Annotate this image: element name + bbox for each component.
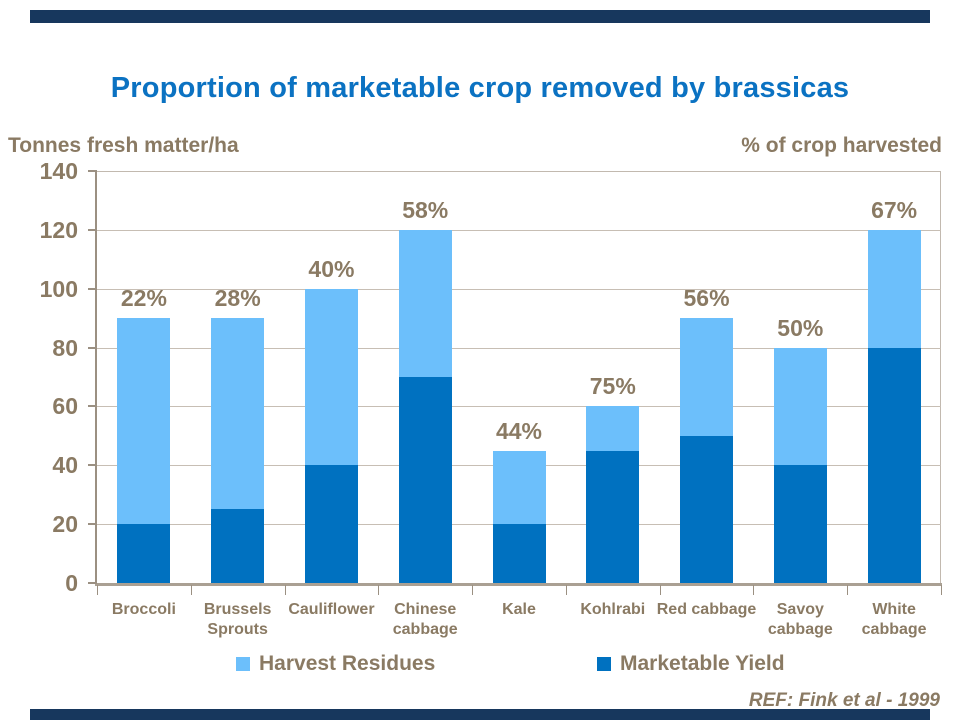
- bar-segment-marketable-yield: [304, 465, 358, 583]
- x-axis-tick: [97, 585, 98, 595]
- bar-percent-label: 28%: [214, 285, 261, 312]
- bar-percent-label: 44%: [495, 417, 543, 444]
- y-axis-tick: [88, 464, 97, 467]
- harvest-residues-swatch-icon: [236, 657, 250, 671]
- gridline: [97, 229, 941, 231]
- x-axis-tick: [190, 585, 192, 595]
- bar-percent-label: 22%: [120, 285, 167, 312]
- gridline: [97, 406, 941, 408]
- y-axis-tick: [88, 405, 97, 408]
- x-axis-category-label: Kohlrabi: [580, 601, 646, 618]
- y-axis-tick-label: 60: [52, 393, 78, 420]
- y-axis-tick-label: 20: [52, 511, 78, 538]
- top-accent-bar: [30, 10, 930, 23]
- x-axis-category-label: Red cabbage: [656, 601, 757, 618]
- x-axis-tick: [378, 585, 380, 595]
- x-axis-tick: [472, 585, 474, 595]
- x-axis-tick: [847, 585, 849, 595]
- bar-segment-marketable-yield: [773, 465, 827, 583]
- gridline: [97, 288, 941, 290]
- bar-percent-label: 56%: [683, 285, 730, 312]
- y-axis-tick-label: 140: [39, 158, 78, 184]
- y-axis-title: Tonnes fresh matter/ha: [8, 134, 239, 157]
- bar-segment-marketable-yield: [867, 347, 921, 583]
- y-axis-tick: [88, 287, 97, 290]
- bar-segment-harvest-residues: [117, 318, 171, 525]
- x-axis-line: [95, 583, 942, 586]
- x-axis-category-label: Chinese cabbage: [392, 601, 458, 638]
- bar-segment-harvest-residues: [492, 450, 546, 525]
- y-axis-tick-label: 100: [39, 275, 78, 302]
- page-title: Proportion of marketable crop removed by…: [110, 72, 850, 104]
- y-axis-tick-label: 120: [39, 216, 78, 243]
- bar-percent-label: 58%: [402, 196, 449, 223]
- y-axis-line: [95, 171, 97, 583]
- bar-percent-label: 75%: [589, 373, 636, 400]
- bar-segment-marketable-yield: [398, 377, 452, 583]
- bar-segment-harvest-residues: [398, 229, 452, 377]
- x-axis-tick: [284, 585, 286, 595]
- bar-segment-marketable-yield: [492, 524, 546, 583]
- marketable-yield-swatch-icon: [597, 657, 611, 671]
- bar-segment-marketable-yield: [211, 509, 265, 583]
- x-axis-tick: [753, 585, 755, 595]
- reference-note: REF: Fink et al - 1999: [748, 690, 940, 711]
- bar-segment-marketable-yield: [680, 435, 734, 583]
- bar-segment-marketable-yield: [586, 450, 640, 583]
- x-axis-category-label: Savoy cabbage: [767, 601, 833, 638]
- legend-label: Marketable Yield: [620, 652, 785, 675]
- legend-item-marketable-yield: Marketable Yield: [597, 652, 785, 676]
- plot-frame-top: [97, 171, 941, 172]
- legend-label: Harvest Residues: [259, 652, 436, 675]
- y-axis-tick: [88, 346, 97, 349]
- x-axis-category-label: Broccoli: [111, 601, 176, 618]
- bar-percent-label: 40%: [308, 255, 355, 282]
- plot-frame-right: [940, 171, 941, 583]
- y-axis-tick: [88, 228, 97, 231]
- y-axis-tick: [88, 582, 97, 584]
- chart-legend: Harvest Residues Marketable Yield: [0, 652, 960, 682]
- x-axis-tick: [659, 585, 661, 595]
- x-axis-category-label: Kale: [502, 601, 536, 618]
- x-axis-category-label: Cauliflower: [288, 601, 375, 618]
- bar-percent-label: 50%: [777, 314, 824, 341]
- y-axis-tick-label: 40: [52, 452, 78, 479]
- x-axis-category-label: Brussels Sprouts: [203, 601, 272, 638]
- bar-segment-harvest-residues: [586, 406, 640, 451]
- x-axis-tick: [941, 585, 942, 595]
- y-axis-tick: [88, 523, 97, 526]
- gridline: [97, 347, 941, 349]
- bar-segment-harvest-residues: [680, 318, 734, 436]
- bar-segment-marketable-yield: [117, 524, 171, 583]
- y-axis-tick-label: 0: [65, 570, 78, 596]
- bar-segment-harvest-residues: [867, 229, 921, 348]
- bar-segment-harvest-residues: [211, 318, 265, 510]
- x-axis-tick: [565, 585, 567, 595]
- secondary-axis-title: % of crop harvested: [741, 134, 942, 157]
- y-axis-tick-label: 80: [52, 334, 78, 361]
- bar-percent-label: 67%: [871, 196, 918, 223]
- x-axis-category-label: White cabbage: [861, 601, 927, 638]
- bottom-accent-bar: [30, 709, 930, 720]
- legend-item-harvest-residues: Harvest Residues: [236, 652, 435, 676]
- bar-segment-harvest-residues: [773, 347, 827, 466]
- bar-segment-harvest-residues: [304, 288, 358, 466]
- y-axis-tick: [88, 170, 97, 172]
